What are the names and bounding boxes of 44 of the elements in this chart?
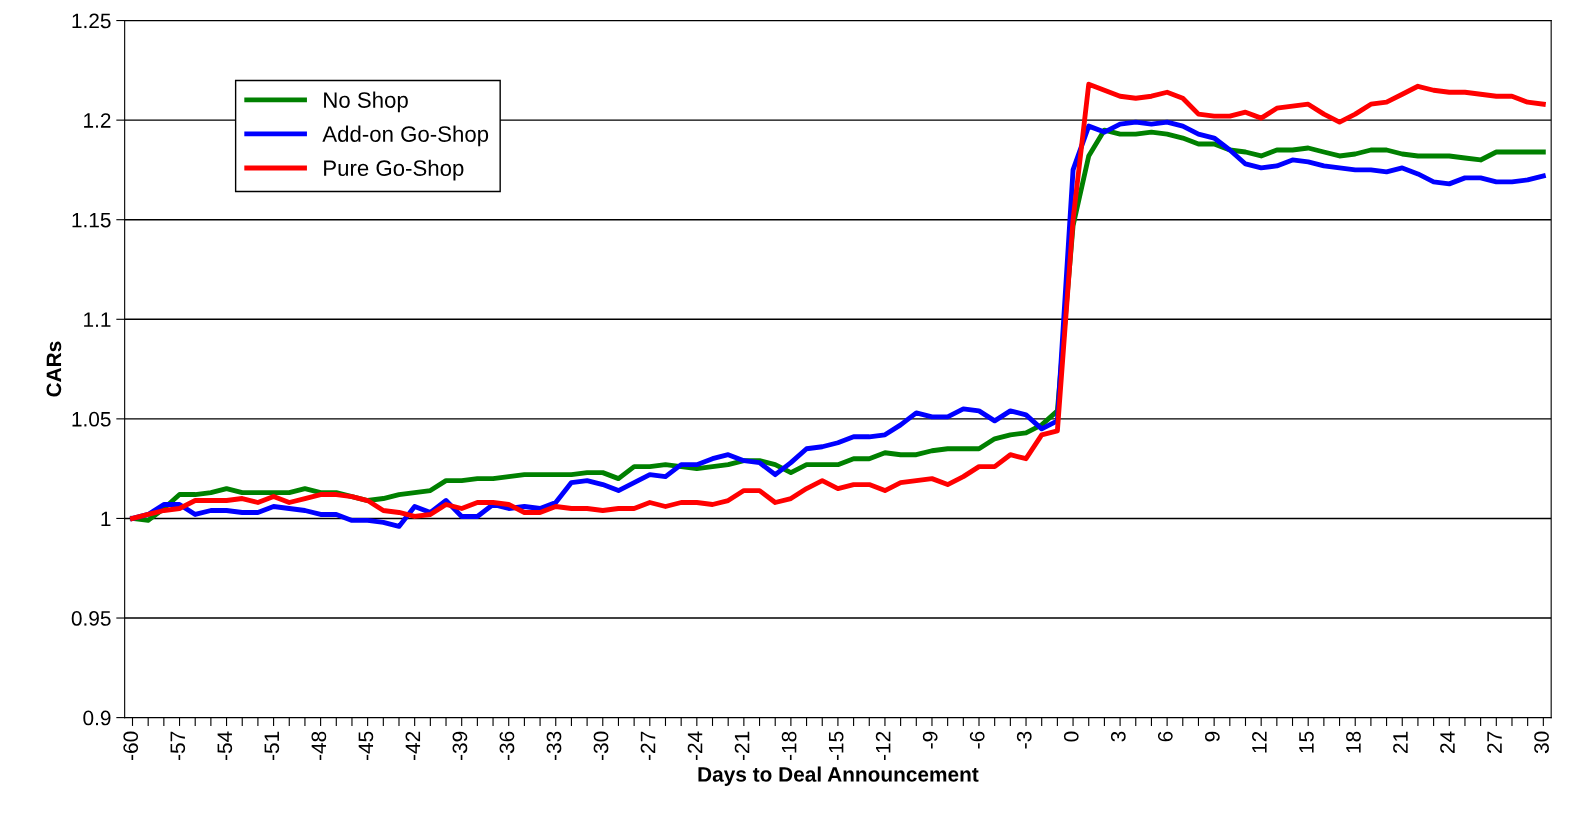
y-tick-label: 1 xyxy=(101,511,111,526)
x-tick-label: -57 xyxy=(170,731,186,760)
y-tick-label: 1.15 xyxy=(72,212,111,228)
x-tick-label: -18 xyxy=(781,731,797,760)
x-tick-label: -36 xyxy=(499,731,515,760)
x-tick-label: -39 xyxy=(452,731,468,760)
y-tick-label: 0.95 xyxy=(71,611,111,626)
x-tick-label: 18 xyxy=(1346,731,1361,753)
x-tick-label: 27 xyxy=(1487,731,1502,753)
x-tick-label: -27 xyxy=(640,731,656,760)
y-tick-label: 1.2 xyxy=(84,113,111,128)
x-tick-label: -24 xyxy=(687,731,703,760)
y-tick-label: 1.1 xyxy=(84,312,111,327)
x-tick-label: 6 xyxy=(1157,731,1173,742)
x-tick-label: 30 xyxy=(1534,731,1549,754)
x-tick-label: -6 xyxy=(969,731,985,749)
x-tick-label: -3 xyxy=(1016,731,1032,749)
x-tick-label: -30 xyxy=(593,731,609,760)
x-axis-title: Days to Deal Announcement xyxy=(698,766,979,786)
x-tick-label: 9 xyxy=(1204,731,1220,742)
x-tick-label: 0 xyxy=(1063,731,1079,742)
legend-label: No Shop xyxy=(324,91,408,113)
x-tick-label: -54 xyxy=(217,731,233,760)
x-tick-label: -48 xyxy=(311,731,327,760)
x-tick-label: -33 xyxy=(546,731,562,760)
x-tick-label: 12 xyxy=(1252,731,1267,753)
y-tick-label: 1.25 xyxy=(72,13,111,29)
legend-label: Pure Go-Shop xyxy=(324,159,464,181)
y-tick-label: 0.9 xyxy=(83,710,111,726)
x-tick-label: -45 xyxy=(358,731,374,760)
y-axis-title: CARs xyxy=(46,341,62,397)
x-tick-label: -9 xyxy=(922,731,938,749)
y-tick-label: 1.05 xyxy=(72,411,111,427)
x-tick-label: 3 xyxy=(1110,731,1126,742)
x-tick-label: -42 xyxy=(405,731,421,760)
x-tick-label: 15 xyxy=(1299,731,1314,753)
x-tick-label: 24 xyxy=(1440,731,1455,753)
x-tick-label: 21 xyxy=(1393,731,1408,753)
x-tick-label: -21 xyxy=(734,731,750,760)
x-tick-label: -12 xyxy=(875,731,891,760)
x-tick-label: -51 xyxy=(264,731,280,760)
x-tick-label: -15 xyxy=(828,731,844,760)
x-tick-label: -60 xyxy=(123,731,139,760)
legend-label: Add-on Go-Shop xyxy=(322,125,489,147)
